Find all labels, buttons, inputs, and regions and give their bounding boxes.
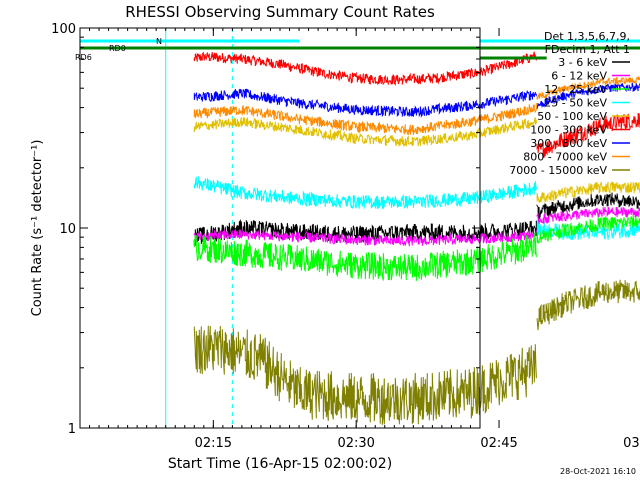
flag-n-label: N [156,37,162,46]
legend-entry-label: 300 - 800 keV [530,137,607,150]
x-tick-label-2: 02:45 [480,436,517,451]
legend-entry-label: 100 - 300 keV [530,124,607,137]
y-tick-label-0: 1 [68,422,76,437]
flag-rd0-label: RD0 [109,44,126,53]
y-tick-label-1: 10 [59,222,76,237]
legend-entry-label: 3 - 6 keV [558,56,607,69]
legend-entry-label: 6 - 12 keV [551,70,607,83]
series-segment-16 [536,192,640,221]
series-segment-12 [193,176,537,211]
flag-rd6-label: RD6 [75,53,92,62]
legend-entry-label: 25 - 50 keV [544,97,607,110]
legend-header-line: Det 1,3,5,6,7,9, [544,30,630,43]
series-segment-9 [193,117,537,147]
series-segment-13 [536,219,640,241]
series-segment-4 [536,82,640,109]
legend: Det 1,3,5,6,7,9,FDecim 1, Att 13 - 6 keV… [509,30,630,177]
timestamp-label: 28-Oct-2021 16:10 [560,467,636,476]
legend-entry-label: 800 - 7000 keV [523,151,607,164]
series-segment-7 [536,76,640,100]
y-axis: 1 10 100 [51,22,480,437]
series-segment-1 [536,113,640,159]
series-segment-3 [193,88,537,118]
series-segment-11 [536,181,640,203]
legend-entry-label: 7000 - 15000 keV [509,164,607,177]
legend-entry-label: 50 - 100 keV [537,110,607,123]
series-segment-22 [536,215,640,244]
x-axis-label: Start Time (16-Apr-15 02:00:02) [168,456,392,472]
plot-frame [79,27,481,429]
series-segment-6 [193,102,537,136]
x-tick-label-0: 02:15 [195,436,232,451]
y-tick-label-2: 100 [51,22,76,37]
x-tick-label-1: 02:30 [337,436,374,451]
x-tick-label-3: 03:00 [623,436,640,451]
y-axis-label: Count Rate (s⁻¹ detector⁻¹) [30,140,45,317]
series-segment-25 [536,279,640,331]
legend-entry-label: 12 - 25 keV [544,83,607,96]
legend-header-line: FDecim 1, Att 1 [545,43,630,56]
series-segment-24 [193,325,537,425]
chart-title: RHESSI Observing Summary Count Rates [125,3,435,21]
series-segment-19 [536,206,640,224]
